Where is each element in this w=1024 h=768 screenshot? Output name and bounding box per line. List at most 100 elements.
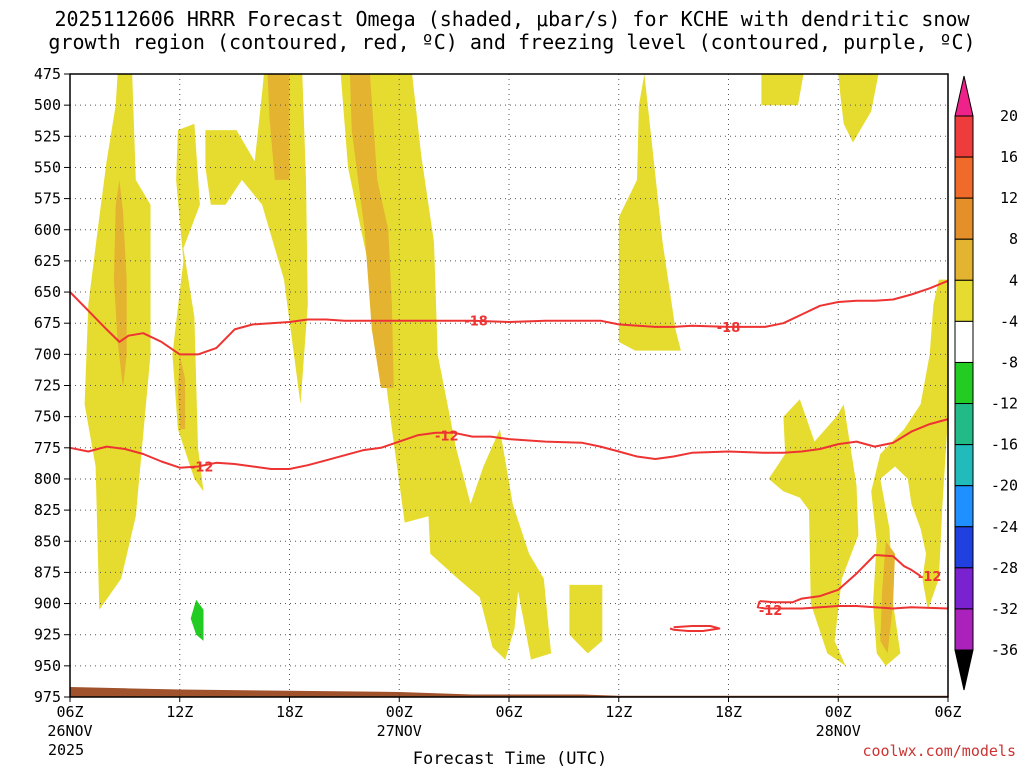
pressure-axis: 475 500 525 550 575 600 625 650 675 700 725 750 775 8… xyxy=(34,65,70,706)
omega-shaded-region-9 xyxy=(768,399,859,666)
x-tick-date-18: 27NOV xyxy=(377,722,422,740)
x-tick-label-42: 00Z xyxy=(825,703,852,721)
colorbar-label--8: -8 xyxy=(1000,353,1018,371)
colorbar-label--24: -24 xyxy=(991,518,1018,536)
omega-shaded-region-strong-4 xyxy=(349,74,394,388)
omega-shaded-region-7 xyxy=(761,74,804,106)
omega-shaded-region-strong-5 xyxy=(880,541,895,654)
x-axis-label: Forecast Time (UTC) xyxy=(413,749,607,768)
y-tick-label-700: 700 xyxy=(34,345,61,363)
dgz-contour-line-3 xyxy=(759,554,922,604)
y-tick-label-750: 750 xyxy=(34,408,61,426)
y-tick-label-650: 650 xyxy=(34,283,61,301)
contour-label-1: -18 xyxy=(464,315,488,330)
colorbar-label--20: -20 xyxy=(991,477,1018,495)
x-tick-date-0: 26NOV xyxy=(47,722,92,740)
colorbar-label-20: 20 xyxy=(1000,107,1018,125)
y-tick-label-900: 900 xyxy=(34,595,61,613)
y-tick-label-525: 525 xyxy=(34,127,61,145)
colorbar-segment-16 xyxy=(954,156,974,199)
colorbar-label-12: 12 xyxy=(1000,189,1018,207)
contour-layer: -18 -18 -12 -12 -12 -12 xyxy=(69,279,949,632)
omega-shading-layer xyxy=(84,74,948,666)
colorbar-label--36: -36 xyxy=(991,641,1018,659)
chart-title: 2025112606 HRRR Forecast Omega (shaded, … xyxy=(0,8,1024,54)
colorbar-segment--24 xyxy=(954,526,974,569)
x-tick-label-18: 00Z xyxy=(386,703,413,721)
x-tick-label-24: 06Z xyxy=(495,703,522,721)
omega-shaded-region-8 xyxy=(838,74,879,143)
colorbar-label-8: 8 xyxy=(1009,230,1018,248)
y-tick-label-550: 550 xyxy=(34,158,61,176)
colorbar-bottom-arrow xyxy=(954,649,974,691)
colorbar-segment--32 xyxy=(954,608,974,651)
x-tick-label-48: 06Z xyxy=(934,703,961,721)
contour-label-2: -18 xyxy=(717,321,741,336)
contour-label-4: -12 xyxy=(190,460,214,475)
y-tick-label-950: 950 xyxy=(34,657,61,675)
chart-title-line-1: 2025112606 HRRR Forecast Omega (shaded, … xyxy=(54,7,970,31)
dgz-contour-line-1 xyxy=(69,279,949,356)
y-tick-label-625: 625 xyxy=(34,252,61,270)
colorbar-label--4: -4 xyxy=(1000,312,1018,330)
y-tick-label-600: 600 xyxy=(34,221,61,239)
colorbar-segment-12 xyxy=(954,197,974,240)
y-tick-label-875: 875 xyxy=(34,563,61,581)
y-tick-label-800: 800 xyxy=(34,470,61,488)
terrain-surface xyxy=(70,687,948,697)
omega-colorbar-legend: 20 16 12 8 4 -4 -8 -12 -16 -20 -24 -28 -32 -36 xyxy=(954,75,1018,691)
colorbar-top-arrow xyxy=(954,75,974,117)
omega-shaded-region-2 xyxy=(172,123,204,492)
colorbar-segment--8 xyxy=(954,361,974,405)
colorbar-label--16: -16 xyxy=(991,436,1018,454)
contour-label-6: -12 xyxy=(759,604,783,619)
colorbar-segment--12 xyxy=(954,403,974,446)
x-tick-label-6: 12Z xyxy=(166,703,193,721)
colorbar-label-4: 4 xyxy=(1009,271,1018,289)
y-tick-label-925: 925 xyxy=(34,626,61,644)
y-tick-label-575: 575 xyxy=(34,190,61,208)
dgz-contour-line-2 xyxy=(69,418,949,470)
colorbar-segment--28 xyxy=(954,567,974,610)
dgz-contour-line-5 xyxy=(669,625,721,632)
colorbar-label--12: -12 xyxy=(991,395,1018,413)
y-tick-label-500: 500 xyxy=(34,96,61,114)
colorbar-segment-8 xyxy=(954,238,974,281)
omega-shaded-region-5 xyxy=(569,584,603,654)
chart-title-line-2: growth region (contoured, red, ºC) and f… xyxy=(48,30,976,54)
terrain-layer xyxy=(70,687,948,697)
x-tick-label-0: 06Z xyxy=(56,703,83,721)
y-tick-label-975: 975 xyxy=(34,688,61,706)
x-tick-label-30: 12Z xyxy=(605,703,632,721)
colorbar-label--28: -28 xyxy=(991,559,1018,577)
omega-shaded-region-strong-1 xyxy=(113,179,127,388)
colorbar-segment--16 xyxy=(954,444,974,487)
y-tick-label-725: 725 xyxy=(34,377,61,395)
watermark-link[interactable]: coolwx.com/models xyxy=(862,742,1016,760)
y-tick-label-825: 825 xyxy=(34,501,61,519)
omega-shaded-region-negative-1 xyxy=(190,599,204,641)
y-tick-label-775: 775 xyxy=(34,439,61,457)
omega-shaded-region-strong-2 xyxy=(177,354,186,430)
colorbar-label--32: -32 xyxy=(991,600,1018,618)
colorbar-segment-20 xyxy=(954,115,974,158)
omega-shaded-region-1 xyxy=(84,74,151,610)
omega-shaded-region-4 xyxy=(340,74,552,660)
colorbar-segment--4 xyxy=(954,320,974,363)
colorbar-segment--20 xyxy=(954,485,974,528)
omega-shaded-region-strong-3 xyxy=(267,74,290,180)
y-tick-label-850: 850 xyxy=(34,532,61,550)
colorbar-label-16: 16 xyxy=(1000,148,1018,166)
omega-shaded-region-6 xyxy=(618,74,681,351)
x-tick-label-36: 18Z xyxy=(715,703,742,721)
x-tick-year-0: 2025 xyxy=(48,741,84,759)
x-tick-date-42: 28NOV xyxy=(816,722,861,740)
y-tick-label-475: 475 xyxy=(34,65,61,83)
x-tick-label-12: 18Z xyxy=(276,703,303,721)
colorbar-segment-4 xyxy=(954,279,974,322)
contour-label-5: -12 xyxy=(918,570,942,585)
y-tick-label-675: 675 xyxy=(34,314,61,332)
contour-label-3: -12 xyxy=(435,429,459,444)
